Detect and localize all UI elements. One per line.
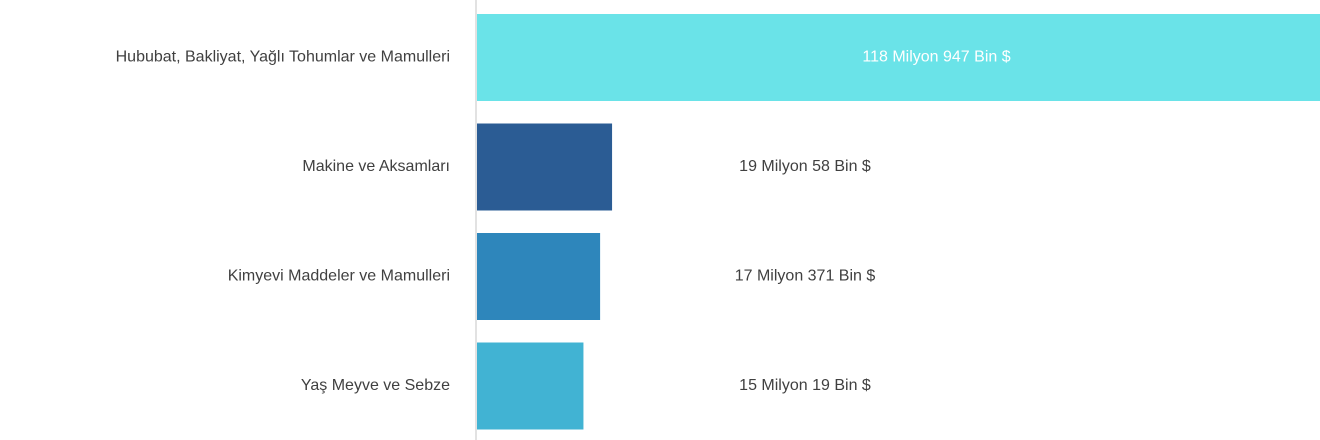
category-label: Hububat, Bakliyat, Yağlı Tohumlar ve Mam… bbox=[116, 49, 450, 66]
bar bbox=[477, 14, 1320, 101]
category-label: Yaş Meyve ve Sebze bbox=[301, 377, 450, 394]
value-label: 15 Milyon 19 Bin $ bbox=[739, 377, 871, 394]
category-label: Kimyevi Maddeler ve Mamulleri bbox=[228, 268, 450, 285]
category-label: Makine ve Aksamları bbox=[302, 158, 450, 175]
bar bbox=[477, 342, 584, 430]
value-label: 17 Milyon 371 Bin $ bbox=[735, 268, 876, 285]
value-label: 118 Milyon 947 Bin $ bbox=[862, 49, 1010, 66]
bar bbox=[477, 123, 613, 211]
bar bbox=[477, 233, 601, 320]
value-label: 19 Milyon 58 Bin $ bbox=[739, 158, 871, 175]
